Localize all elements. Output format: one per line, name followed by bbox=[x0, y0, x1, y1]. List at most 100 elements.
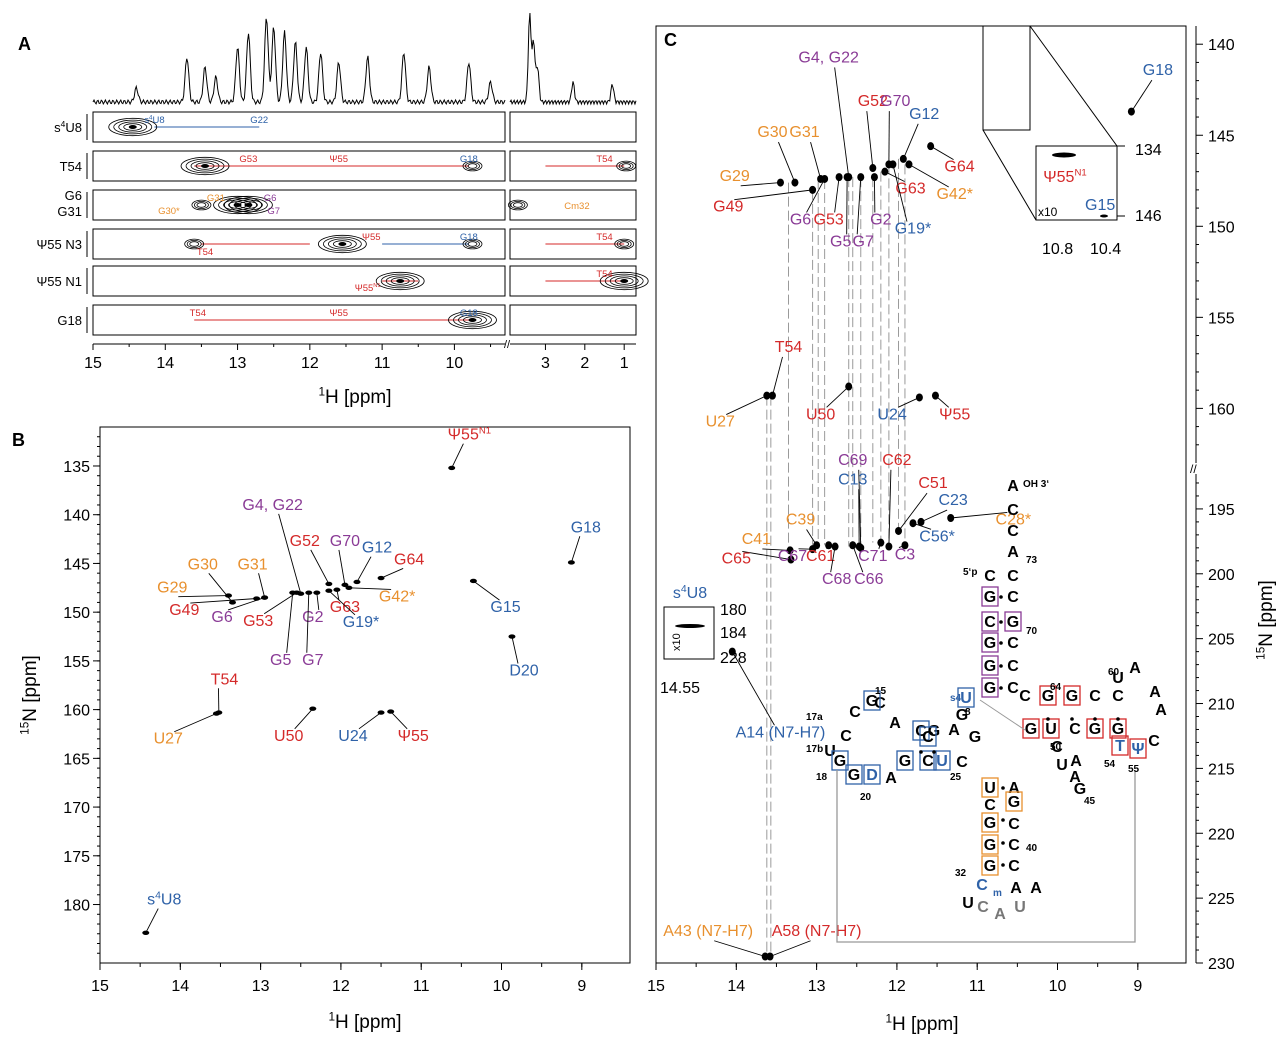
inset-s4u8-peak bbox=[675, 624, 705, 628]
nucleotide: C bbox=[1007, 635, 1019, 652]
nucleotide: U bbox=[1014, 899, 1026, 916]
nt-number-n45: 45 bbox=[1084, 796, 1096, 807]
leader-g4-g22 bbox=[278, 513, 302, 594]
contour bbox=[213, 195, 262, 215]
leader-g5 bbox=[286, 592, 294, 653]
nt-number-n17a: 17a bbox=[806, 712, 823, 723]
label-part: G49 bbox=[169, 602, 199, 619]
peak-label-g18: G18 bbox=[1143, 62, 1173, 79]
inset-scale: x10 bbox=[671, 633, 683, 651]
peak-label-c66: C66 bbox=[854, 571, 883, 588]
leader-c41 bbox=[762, 548, 791, 551]
strip-peak-label-55: Ψ55 bbox=[362, 232, 381, 243]
peak-label-c68: C68 bbox=[822, 571, 851, 588]
label-part: A43 (N7-H7) bbox=[663, 923, 753, 940]
contour bbox=[616, 239, 632, 248]
label-part: G18 bbox=[571, 519, 601, 536]
base-pair-dot bbox=[919, 750, 923, 754]
peak-label-g63: G63 bbox=[330, 599, 360, 616]
contour bbox=[186, 239, 202, 248]
contour-core bbox=[128, 125, 137, 129]
strip-label-t54: T54 bbox=[60, 159, 82, 174]
nt-box bbox=[981, 855, 999, 876]
nucleotide: G bbox=[1066, 688, 1078, 705]
label-part: Ψ55 bbox=[939, 406, 970, 423]
x-tick-label-10: 10 bbox=[493, 978, 511, 995]
inset-zoom-line bbox=[982, 129, 1037, 221]
base-pair-dot bbox=[1046, 717, 1050, 721]
label-part: G64 bbox=[394, 551, 424, 568]
nucleotide: U bbox=[1056, 757, 1068, 774]
x-tick-label-14: 14 bbox=[727, 978, 745, 995]
contour bbox=[322, 236, 362, 252]
leader-c39 bbox=[806, 529, 817, 546]
leader-g53 bbox=[263, 592, 297, 615]
label-part: G29 bbox=[157, 580, 187, 597]
nt-number-n25: 25 bbox=[950, 772, 962, 783]
peak-label-g70: G70 bbox=[880, 93, 910, 110]
contour-core bbox=[468, 318, 477, 322]
nucleotide: C bbox=[1051, 739, 1063, 756]
nucleotide: G bbox=[1042, 688, 1054, 705]
peak-label-g4-g22: G4, G22 bbox=[798, 49, 859, 66]
peak-label-g2: G2 bbox=[302, 609, 323, 626]
contour bbox=[327, 238, 357, 250]
contour bbox=[609, 275, 639, 287]
nucleotide: G bbox=[984, 837, 996, 854]
label-part: C23 bbox=[938, 492, 967, 509]
label-part: G22 bbox=[250, 115, 268, 126]
contour bbox=[194, 200, 209, 209]
label-part: G42* bbox=[379, 588, 415, 605]
strip-peak-label-g18: G18 bbox=[460, 308, 478, 319]
y-tick-label-215: 215 bbox=[1208, 761, 1235, 778]
nucleotide: G bbox=[984, 680, 996, 697]
nt-box bbox=[981, 812, 999, 833]
contour bbox=[224, 195, 273, 215]
contour bbox=[512, 202, 523, 208]
peak-label-g42: G42* bbox=[379, 588, 415, 605]
leader-g19 bbox=[892, 164, 908, 222]
y-tick-label-155: 155 bbox=[63, 654, 90, 671]
label-part: s bbox=[673, 585, 681, 602]
contour bbox=[239, 201, 258, 209]
peak-label-c71: C71 bbox=[858, 548, 887, 565]
label-part: U8 bbox=[152, 115, 164, 126]
x-tick-label-2: 2 bbox=[580, 355, 589, 372]
label-part: G63 bbox=[895, 181, 925, 198]
panel-c-frame bbox=[655, 25, 1187, 964]
peak-label-g5: G5 bbox=[830, 233, 851, 250]
y-tick-label-175: 175 bbox=[63, 849, 90, 866]
nucleotide: A bbox=[1149, 684, 1161, 701]
label-part: Ψ55 bbox=[329, 308, 348, 319]
x-tick-label-12: 12 bbox=[888, 978, 906, 995]
strip-label-55-n1: Ψ55 N1 bbox=[36, 274, 82, 289]
nucleotide: A bbox=[1155, 702, 1167, 719]
peak-label-c69: C69 bbox=[838, 452, 867, 469]
nucleotide: G bbox=[956, 707, 968, 724]
base-pair-dot bbox=[932, 750, 936, 754]
x-tick-label-9: 9 bbox=[1133, 978, 1142, 995]
peak-label-g5: G5 bbox=[270, 652, 291, 669]
label-part: s bbox=[144, 115, 149, 126]
contour bbox=[614, 238, 635, 250]
contour bbox=[462, 160, 483, 172]
contour bbox=[618, 161, 634, 170]
leader-g18 bbox=[570, 536, 581, 563]
leader-g52 bbox=[310, 549, 330, 585]
label-part: G30 bbox=[188, 556, 218, 573]
nucleotide: C bbox=[922, 729, 934, 746]
nucleotide: C bbox=[840, 728, 852, 745]
nucleotide: C bbox=[922, 753, 934, 770]
panel-c-x-label: 1H [ppm] bbox=[885, 1012, 958, 1035]
label-part: T54 bbox=[596, 154, 612, 165]
leader-g52 bbox=[866, 111, 874, 169]
nt-box bbox=[981, 777, 999, 798]
label-part: G18 bbox=[460, 154, 478, 165]
x-tick-label-13: 13 bbox=[252, 978, 270, 995]
label-part: G29 bbox=[720, 168, 750, 185]
label-part: G64 bbox=[944, 159, 974, 176]
strip-label-g6: G6 bbox=[65, 188, 82, 203]
y-tick-label-180: 180 bbox=[63, 898, 90, 915]
nt-number-n20: 20 bbox=[860, 792, 872, 803]
contour bbox=[465, 239, 480, 248]
